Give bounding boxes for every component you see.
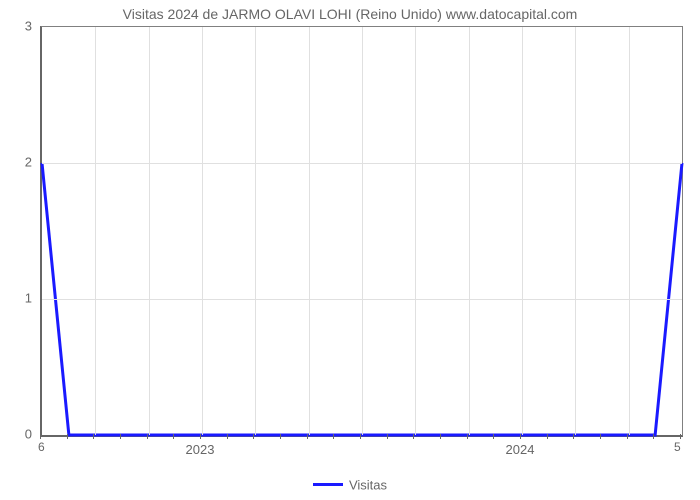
x-minor-tick xyxy=(120,434,121,439)
legend: Visitas xyxy=(0,476,700,494)
gridline-vertical xyxy=(95,27,96,435)
gridline-vertical xyxy=(255,27,256,435)
x-minor-tick xyxy=(440,434,441,439)
x-minor-tick xyxy=(653,434,654,439)
y-tick-label: 1 xyxy=(12,291,32,306)
x-minor-tick xyxy=(467,434,468,439)
chart-title: Visitas 2024 de JARMO OLAVI LOHI (Reino … xyxy=(0,6,700,22)
y-tick-label: 0 xyxy=(12,427,32,442)
x-minor-tick xyxy=(333,434,334,439)
x-minor-tick xyxy=(547,434,548,439)
gridline-vertical xyxy=(362,27,363,435)
x-minor-tick xyxy=(93,434,94,439)
gridline-vertical xyxy=(415,27,416,435)
x-tick-label: 2023 xyxy=(186,442,215,457)
x-minor-tick xyxy=(600,434,601,439)
x-tick-label: 2024 xyxy=(506,442,535,457)
gridline-vertical xyxy=(149,27,150,435)
x-minor-tick xyxy=(387,434,388,439)
x-minor-tick xyxy=(173,434,174,439)
x-minor-tick xyxy=(200,434,201,439)
corner-right-label: 5 xyxy=(674,440,681,454)
x-minor-tick xyxy=(253,434,254,439)
x-minor-tick xyxy=(280,434,281,439)
corner-left-label: 6 xyxy=(38,440,45,454)
gridline-vertical xyxy=(522,27,523,435)
x-minor-tick xyxy=(40,434,41,439)
x-minor-tick xyxy=(493,434,494,439)
y-tick-label: 3 xyxy=(12,19,32,34)
x-minor-tick xyxy=(680,434,681,439)
x-minor-tick xyxy=(307,434,308,439)
gridline-vertical xyxy=(202,27,203,435)
x-minor-tick xyxy=(147,434,148,439)
x-minor-tick xyxy=(413,434,414,439)
legend-label: Visitas xyxy=(349,477,387,492)
x-minor-tick xyxy=(227,434,228,439)
x-minor-tick xyxy=(573,434,574,439)
gridline-vertical xyxy=(629,27,630,435)
gridline-vertical xyxy=(575,27,576,435)
x-minor-tick xyxy=(627,434,628,439)
gridline-vertical xyxy=(309,27,310,435)
chart-container: Visitas 2024 de JARMO OLAVI LOHI (Reino … xyxy=(0,0,700,500)
legend-swatch xyxy=(313,483,343,486)
plot-area xyxy=(40,26,683,437)
gridline-vertical xyxy=(469,27,470,435)
x-minor-tick xyxy=(520,434,521,439)
y-tick-label: 2 xyxy=(12,155,32,170)
x-minor-tick xyxy=(360,434,361,439)
x-minor-tick xyxy=(67,434,68,439)
